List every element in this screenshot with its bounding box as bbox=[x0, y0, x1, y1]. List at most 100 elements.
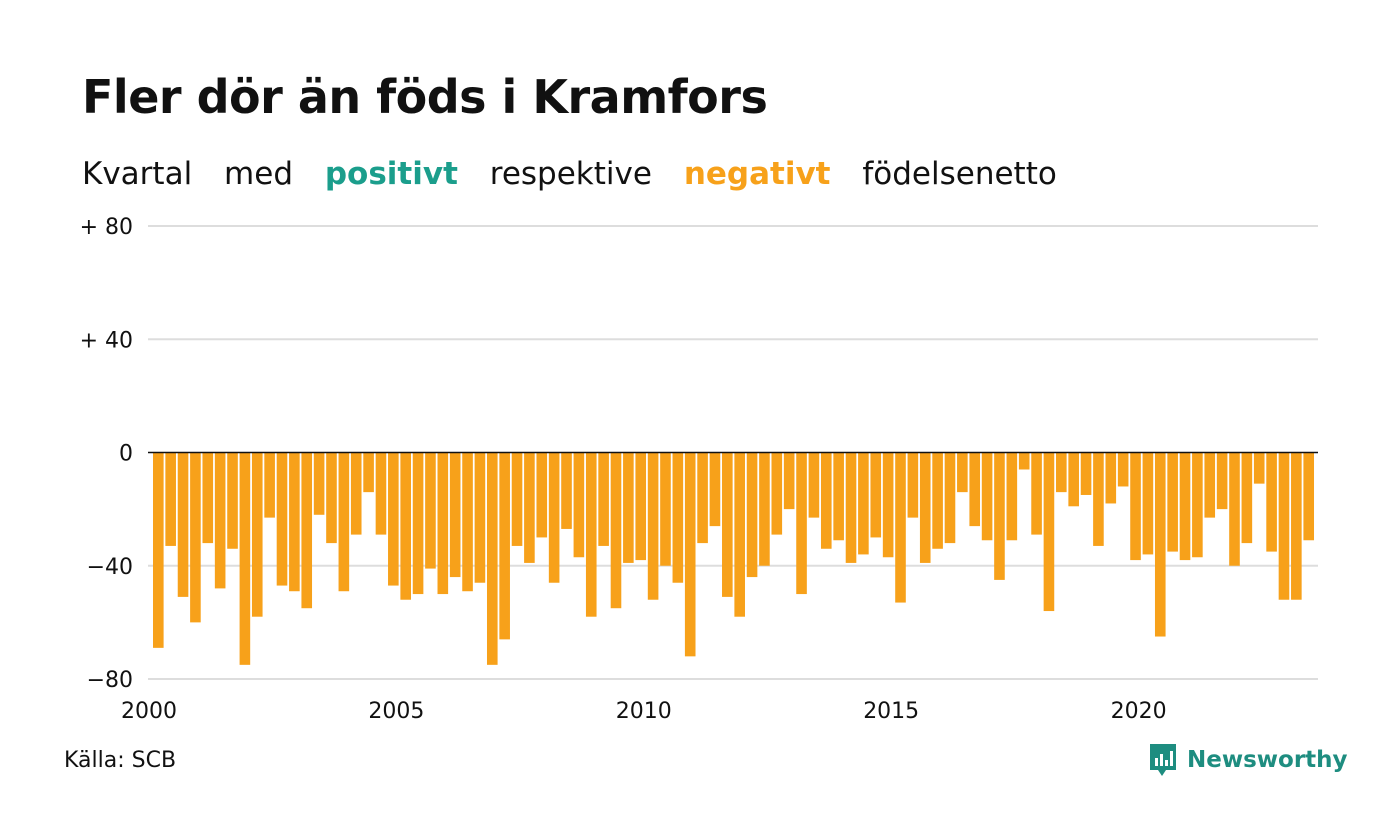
bar bbox=[796, 452, 807, 595]
bar bbox=[375, 452, 387, 535]
y-tick-label: + 80 bbox=[80, 215, 133, 240]
bar bbox=[672, 452, 684, 583]
bar bbox=[474, 452, 486, 583]
bar bbox=[276, 452, 288, 586]
brand-name: Newsworthy bbox=[1187, 747, 1348, 773]
bar bbox=[301, 452, 313, 609]
bar bbox=[870, 452, 882, 538]
bar bbox=[561, 452, 572, 529]
bar bbox=[462, 452, 473, 592]
bar bbox=[326, 452, 337, 544]
x-tick-label: 2015 bbox=[863, 699, 919, 724]
bar bbox=[635, 452, 647, 561]
bar bbox=[1031, 452, 1042, 535]
bar bbox=[783, 452, 795, 510]
bar bbox=[1105, 452, 1117, 504]
newsworthy-logo-icon bbox=[1150, 744, 1176, 776]
bar bbox=[1241, 452, 1253, 544]
bar bbox=[845, 452, 857, 563]
chart-subtitle: Kvartal med positivt respektive negativt… bbox=[82, 156, 1079, 192]
bar bbox=[734, 452, 745, 617]
bar bbox=[1303, 452, 1315, 541]
y-tick-label: 0 bbox=[119, 442, 133, 467]
subtitle-text-kvartal: Kvartal bbox=[82, 156, 193, 192]
x-tick-label: 2005 bbox=[368, 699, 424, 724]
bar bbox=[536, 452, 548, 538]
x-tick-label: 2010 bbox=[616, 699, 672, 724]
bar bbox=[585, 452, 597, 617]
bar bbox=[227, 452, 238, 549]
bar bbox=[722, 452, 733, 597]
bar bbox=[425, 452, 436, 569]
bar bbox=[350, 452, 362, 535]
bar bbox=[1291, 452, 1302, 600]
bar bbox=[1080, 452, 1092, 495]
bar bbox=[264, 452, 275, 518]
bar bbox=[437, 452, 449, 595]
brand-logo: Newsworthy bbox=[1148, 742, 1348, 778]
bar bbox=[313, 452, 325, 515]
bar bbox=[1006, 452, 1018, 541]
bar bbox=[1093, 452, 1104, 546]
bar bbox=[1278, 452, 1290, 600]
bar bbox=[1068, 452, 1079, 507]
chart-title: Fler dör än föds i Kramfors bbox=[82, 70, 768, 124]
legend-negative-label: negativt bbox=[683, 156, 831, 192]
bar bbox=[1117, 452, 1129, 487]
bar bbox=[994, 452, 1005, 580]
bar bbox=[165, 452, 176, 546]
bar bbox=[449, 452, 461, 578]
bar bbox=[969, 452, 981, 527]
y-tick-label: + 40 bbox=[80, 328, 133, 353]
bar bbox=[1192, 452, 1203, 558]
subtitle-text-med: med bbox=[224, 156, 293, 192]
bar bbox=[746, 452, 758, 578]
bar bbox=[1018, 452, 1030, 470]
bar bbox=[907, 452, 919, 518]
x-tick-label: 2000 bbox=[121, 699, 177, 724]
bar bbox=[190, 452, 201, 623]
bar bbox=[944, 452, 956, 544]
bar bbox=[957, 452, 968, 493]
y-tick-label: −40 bbox=[87, 555, 133, 580]
legend-positive-label: positivt bbox=[324, 156, 458, 192]
bar bbox=[573, 452, 585, 558]
bar bbox=[388, 452, 399, 586]
bar bbox=[833, 452, 844, 541]
bar bbox=[524, 452, 535, 563]
bar bbox=[919, 452, 931, 563]
bar bbox=[647, 452, 659, 600]
bar bbox=[684, 452, 696, 657]
bar bbox=[251, 452, 263, 617]
bar bbox=[882, 452, 894, 558]
bar bbox=[598, 452, 609, 546]
bar bbox=[1142, 452, 1154, 555]
bar bbox=[709, 452, 721, 527]
x-tick-label: 2020 bbox=[1111, 699, 1167, 724]
bar bbox=[1216, 452, 1228, 510]
bar bbox=[1253, 452, 1265, 484]
bar bbox=[548, 452, 560, 583]
bar bbox=[759, 452, 770, 566]
bar bbox=[981, 452, 993, 541]
bar bbox=[338, 452, 350, 592]
bar bbox=[177, 452, 189, 597]
bar bbox=[932, 452, 943, 549]
bar bbox=[499, 452, 510, 640]
bar bbox=[771, 452, 783, 535]
source-label: Källa: SCB bbox=[64, 748, 177, 773]
bar bbox=[895, 452, 906, 603]
bar bbox=[153, 452, 164, 648]
bar bbox=[1204, 452, 1216, 518]
bar bbox=[697, 452, 708, 544]
bar bbox=[858, 452, 869, 555]
bar bbox=[1056, 452, 1067, 493]
bar bbox=[1154, 452, 1166, 637]
bar bbox=[610, 452, 622, 609]
bar bbox=[289, 452, 300, 592]
bar bbox=[820, 452, 832, 549]
bar bbox=[1179, 452, 1191, 561]
bar bbox=[486, 452, 498, 665]
y-tick-label: −80 bbox=[87, 668, 133, 693]
